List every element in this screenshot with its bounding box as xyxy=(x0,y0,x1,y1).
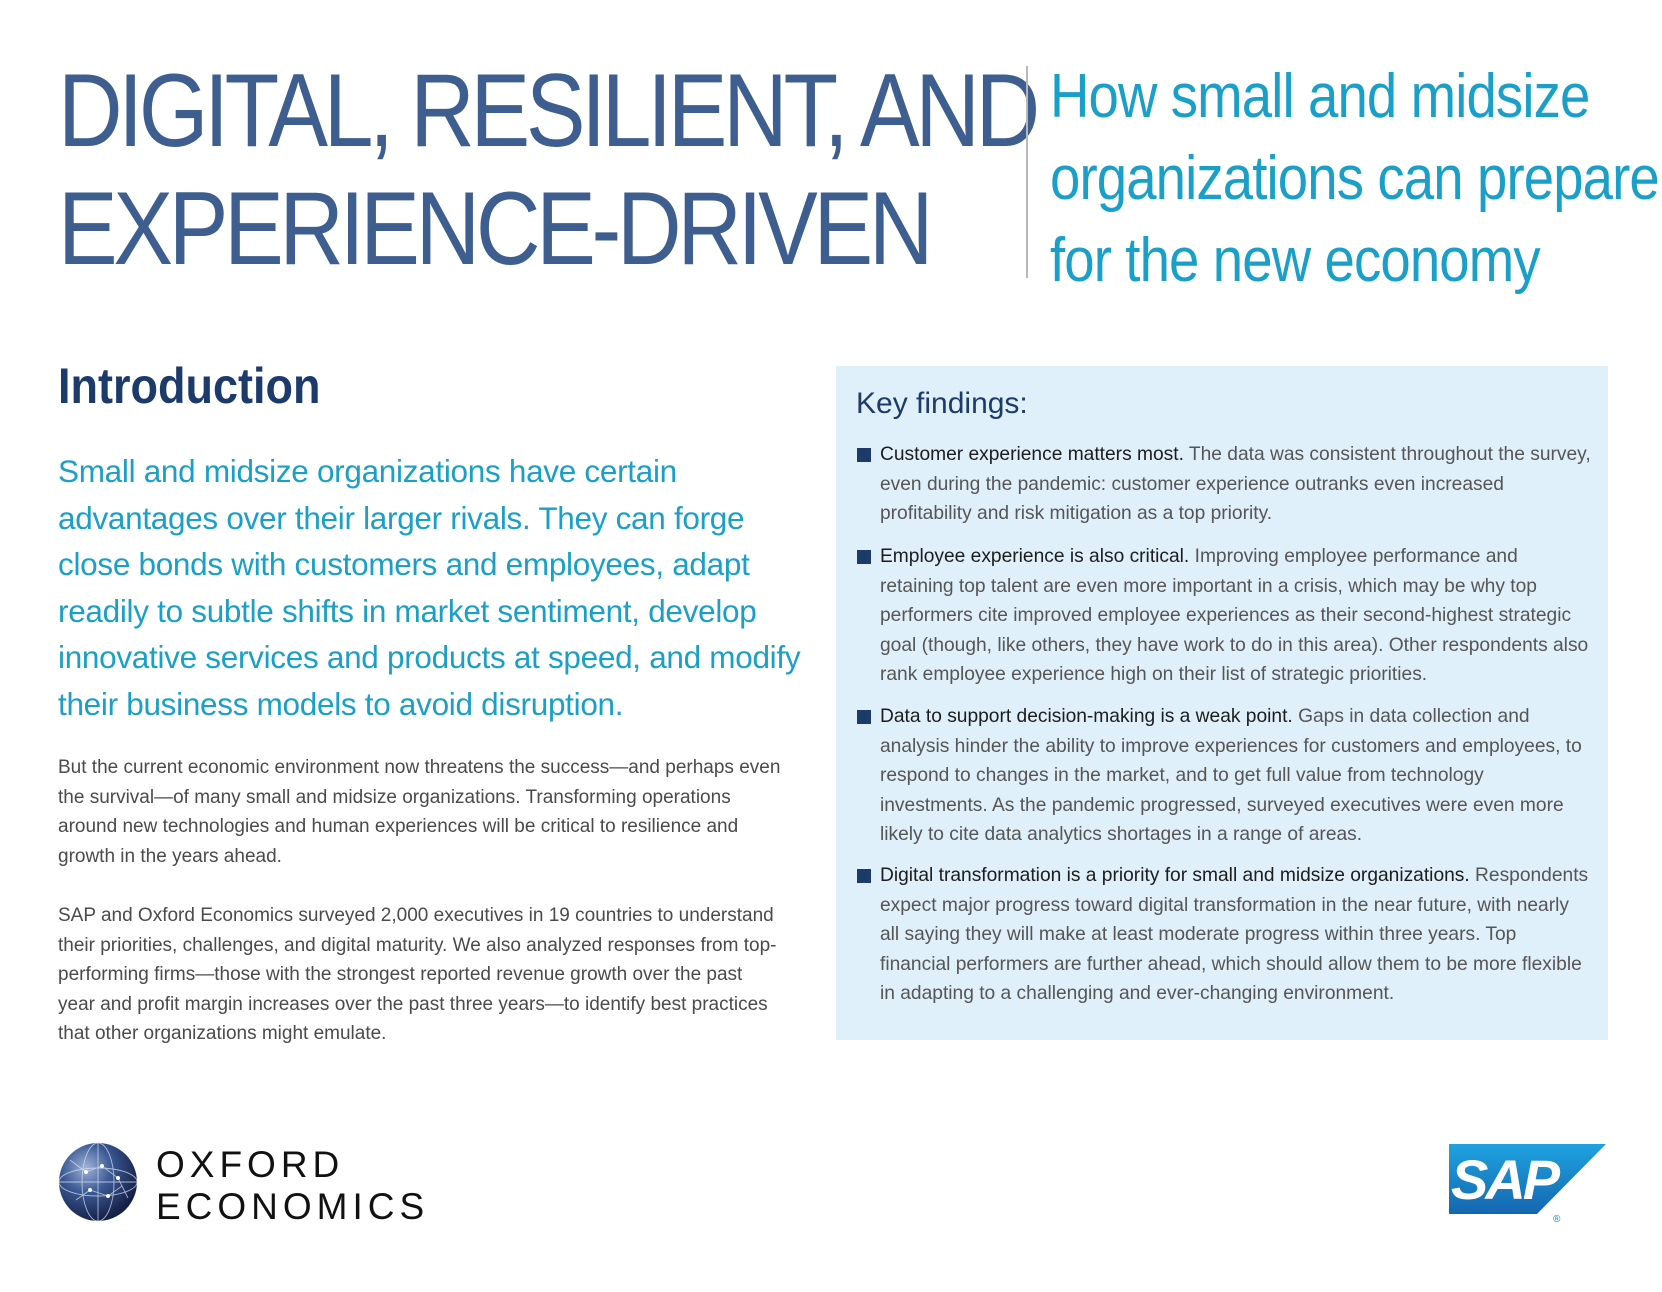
finding-item-digital-transformation: Digital transformation is a priority for… xyxy=(857,861,1592,1009)
document-subtitle: How small and midsize organizations can … xyxy=(1050,56,1660,302)
title-line-2: EXPERIENCE-DRIVEN xyxy=(58,171,933,287)
sap-logo-shape-icon xyxy=(1449,1144,1606,1214)
finding-lead: Data to support decision-making is a wea… xyxy=(880,706,1293,727)
oxford-economics-wordmark: OXFORD ECONOMICS xyxy=(156,1144,429,1228)
introduction-heading: Introduction xyxy=(58,358,321,414)
header-divider xyxy=(1026,66,1028,278)
introduction-paragraph-2: SAP and Oxford Economics surveyed 2,000 … xyxy=(58,905,777,1045)
subtitle-line-1: How small and midsize xyxy=(1050,62,1590,131)
key-findings-box: Key findings: Customer experience matter… xyxy=(836,366,1608,1040)
introduction-lead-paragraph: Small and midsize organizations have cer… xyxy=(58,453,801,722)
finding-text: The data was consistent throughout the s… xyxy=(880,444,1591,525)
document-title: DIGITAL, RESILIENT, AND EXPERIENCE-DRIVE… xyxy=(58,52,1040,288)
oxford-wordmark-line-1: OXFORD xyxy=(156,1144,345,1185)
square-bullet-icon xyxy=(857,448,871,462)
finding-lead: Customer experience matters most. xyxy=(880,444,1184,465)
sap-wordmark: SAP xyxy=(1451,1148,1560,1211)
registered-trademark: ® xyxy=(1553,1214,1561,1225)
title-line-1: DIGITAL, RESILIENT, AND xyxy=(58,53,1040,169)
finding-item-employee-experience: Employee experience is also critical. Im… xyxy=(857,542,1592,690)
square-bullet-icon xyxy=(857,550,871,564)
subtitle-line-3: for the new economy xyxy=(1050,226,1541,295)
finding-item-data-decision-making: Data to support decision-making is a wea… xyxy=(857,702,1592,850)
subtitle-line-2: organizations can prepare xyxy=(1050,144,1660,213)
square-bullet-icon xyxy=(857,710,871,724)
finding-text: Improving employee performance and retai… xyxy=(880,546,1589,686)
oxford-economics-logo: OXFORD ECONOMICS xyxy=(58,1142,424,1230)
finding-lead: Employee experience is also critical. xyxy=(880,546,1190,567)
sap-logo: SAP ® xyxy=(1449,1144,1606,1225)
globe-icon xyxy=(58,1142,138,1222)
key-findings-title: Key findings: xyxy=(856,387,1028,420)
finding-text: Gaps in data collection and analysis hin… xyxy=(880,706,1582,846)
oxford-wordmark-line-2: ECONOMICS xyxy=(156,1186,430,1227)
finding-text: Respondents expect major progress toward… xyxy=(880,865,1589,1005)
square-bullet-icon xyxy=(857,869,871,883)
finding-lead: Digital transformation is a priority for… xyxy=(880,865,1470,886)
introduction-paragraph-1: But the current economic environment now… xyxy=(58,757,781,867)
finding-item-customer-experience: Customer experience matters most. The da… xyxy=(857,440,1592,529)
